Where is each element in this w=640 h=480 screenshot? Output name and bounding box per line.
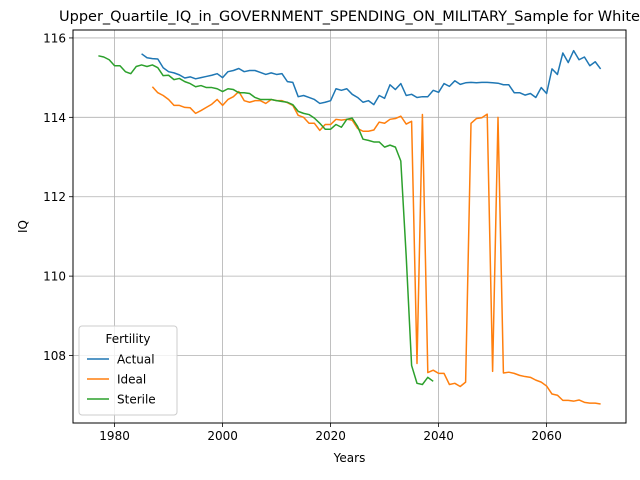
chart-title: Upper_Quartile_IQ_in_GOVERNMENT_SPENDING…: [59, 9, 640, 25]
legend-box: [78, 325, 178, 416]
legend-label-sterile: Sterile: [117, 393, 156, 407]
legend-entries: Actual Ideal Sterile: [87, 353, 156, 407]
x-tick-label: 2000: [207, 429, 238, 443]
y-tick-label: 116: [43, 31, 66, 45]
legend-label-actual: Actual: [117, 353, 155, 367]
x-axis-ticks: 1980 2000 2020 2040 2060: [99, 423, 562, 443]
x-tick-label: 2040: [423, 429, 454, 443]
y-tick-label: 114: [43, 111, 66, 125]
x-tick-label: 2020: [315, 429, 346, 443]
series-line-ideal: [151, 86, 601, 405]
y-axis-label: IQ: [16, 220, 30, 233]
legend-title: Fertility: [105, 332, 150, 346]
y-tick-label: 110: [43, 270, 66, 284]
y-tick-label: 108: [43, 349, 66, 363]
axes-frame: [72, 29, 627, 424]
x-axis-label: Years: [333, 451, 366, 465]
x-tick-label: 2060: [531, 429, 562, 443]
y-tick-label: 112: [43, 190, 66, 204]
series-lines: [98, 49, 602, 405]
legend: Fertility Actual Ideal Sterile: [78, 325, 178, 416]
series-line-actual: [141, 49, 602, 106]
legend-label-ideal: Ideal: [117, 373, 146, 387]
series-line-sterile: [98, 55, 434, 386]
x-tick-label: 1980: [99, 429, 130, 443]
y-axis-ticks: 108 110 112 114 116: [43, 31, 73, 363]
